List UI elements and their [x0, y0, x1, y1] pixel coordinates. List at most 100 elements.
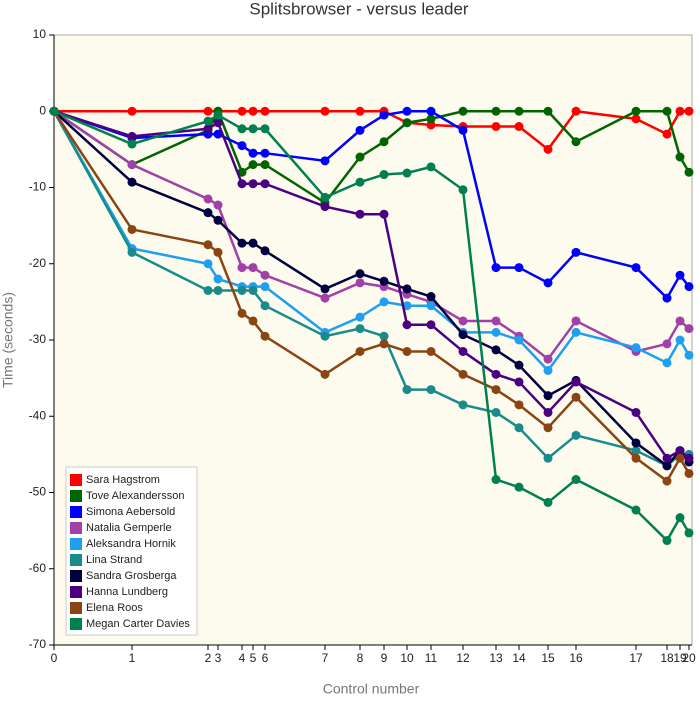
point: [355, 312, 365, 322]
x-tick-label: 1: [129, 651, 136, 665]
legend-label: Aleksandra Hornik: [86, 538, 176, 550]
point: [631, 106, 641, 116]
point: [402, 106, 412, 116]
point: [491, 345, 501, 355]
point: [213, 247, 223, 257]
point: [127, 160, 137, 170]
point: [491, 407, 501, 417]
point: [379, 331, 389, 341]
x-tick-label: 18: [660, 651, 674, 665]
point: [684, 167, 694, 177]
point: [543, 453, 553, 463]
point: [248, 106, 258, 116]
point: [320, 284, 330, 294]
point: [379, 137, 389, 147]
point: [248, 160, 258, 170]
y-tick-label: -50: [29, 485, 47, 499]
x-tick-label: 14: [512, 651, 526, 665]
point: [49, 106, 59, 116]
point: [458, 330, 468, 340]
point: [426, 320, 436, 330]
legend-swatch: [70, 538, 82, 550]
point: [355, 106, 365, 116]
point: [320, 192, 330, 202]
point: [458, 316, 468, 326]
legend-label: Sandra Grosberga: [86, 570, 177, 582]
point: [379, 170, 389, 180]
point: [491, 106, 501, 116]
x-tick-label: 4: [239, 651, 246, 665]
point: [248, 285, 258, 295]
point: [675, 270, 685, 280]
legend-swatch: [70, 570, 82, 582]
point: [355, 346, 365, 356]
x-tick-label: 12: [456, 651, 470, 665]
point: [675, 152, 685, 162]
point: [662, 461, 672, 471]
point: [662, 453, 672, 463]
point: [260, 179, 270, 189]
point: [203, 116, 213, 126]
point: [662, 476, 672, 486]
point: [127, 106, 137, 116]
point: [426, 346, 436, 356]
point: [320, 369, 330, 379]
point: [260, 160, 270, 170]
point: [203, 259, 213, 269]
point: [571, 137, 581, 147]
point: [260, 331, 270, 341]
point: [543, 407, 553, 417]
point: [514, 423, 524, 433]
x-tick-label: 6: [262, 651, 269, 665]
point: [458, 369, 468, 379]
legend-label: Lina Strand: [86, 554, 142, 566]
x-tick-label: 5: [250, 651, 257, 665]
point: [355, 177, 365, 187]
point: [543, 144, 553, 154]
point: [320, 202, 330, 212]
point: [514, 263, 524, 273]
point: [684, 324, 694, 334]
point: [237, 141, 247, 151]
x-axis-title: Control number: [323, 681, 420, 697]
legend-box: [65, 466, 198, 636]
point: [458, 185, 468, 195]
point: [514, 377, 524, 387]
point: [248, 124, 258, 134]
point: [260, 148, 270, 158]
point: [514, 122, 524, 131]
point: [426, 162, 436, 172]
point: [237, 106, 247, 116]
point: [631, 453, 641, 463]
point: [203, 208, 213, 218]
legend-label: Natalia Gemperle: [86, 522, 172, 534]
point: [402, 385, 412, 395]
legend-swatch: [70, 554, 82, 566]
point: [514, 400, 524, 410]
x-tick-label: 3: [215, 651, 222, 665]
point: [237, 124, 247, 134]
point: [458, 125, 468, 135]
y-tick-label: -70: [29, 637, 47, 651]
x-tick-label: 11: [425, 651, 438, 665]
point: [379, 110, 389, 120]
x-tick-label: 20: [682, 651, 696, 665]
point: [355, 125, 365, 135]
point: [631, 505, 641, 515]
point: [571, 377, 581, 387]
point: [631, 343, 641, 353]
point: [379, 276, 389, 286]
point: [631, 407, 641, 417]
legend-label: Tove Alexandersson: [86, 490, 184, 502]
y-tick-label: -30: [29, 332, 47, 346]
point: [260, 106, 270, 116]
point: [631, 446, 641, 456]
point: [213, 274, 223, 284]
point: [248, 263, 258, 273]
point: [426, 114, 436, 124]
point: [675, 106, 685, 116]
x-tick-label: 19: [673, 651, 687, 665]
point: [571, 316, 581, 326]
point: [237, 238, 247, 248]
point: [213, 215, 223, 225]
